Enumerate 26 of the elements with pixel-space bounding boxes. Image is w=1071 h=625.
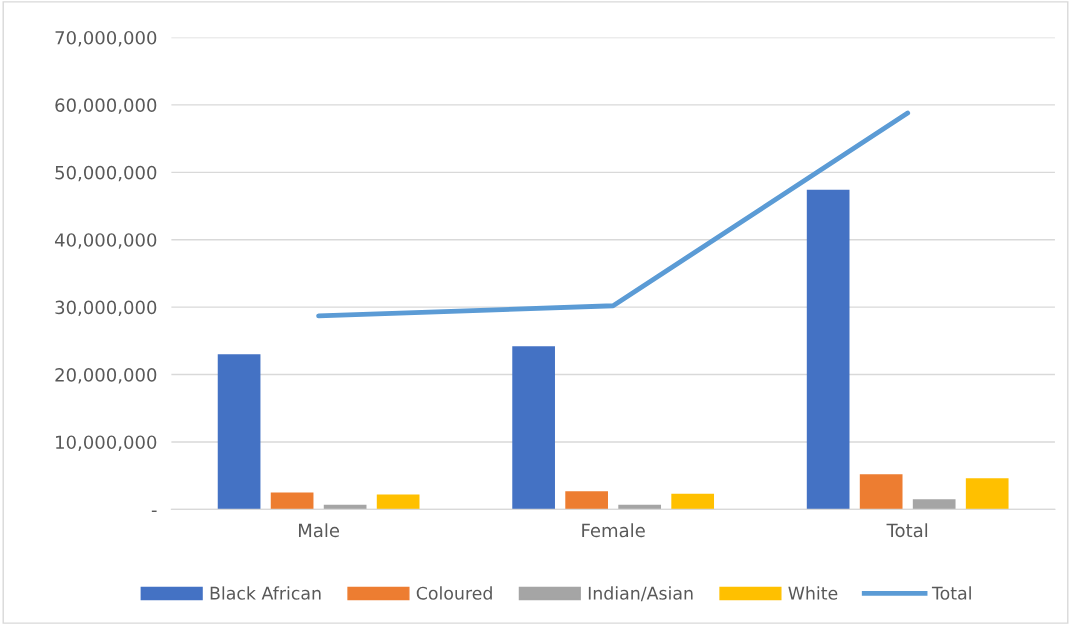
x-tick-label: Female (582, 523, 645, 538)
bar (912, 499, 956, 510)
y-tick-label: 20,000,000 (55, 368, 157, 384)
y-tick-label: - (151, 510, 157, 513)
bar (217, 354, 261, 510)
bar (671, 493, 715, 510)
bar (965, 478, 1009, 510)
x-tick-label: Total (886, 523, 928, 538)
x-tick-label: Male (299, 523, 340, 538)
legend-label: White (788, 586, 838, 600)
bar (512, 346, 555, 510)
y-tick-label: 40,000,000 (54, 233, 157, 249)
legend-label: Coloured (416, 586, 492, 600)
y-tick-label: 60,000,000 (55, 98, 157, 114)
bar (376, 494, 420, 510)
legend-label: Black African (210, 586, 321, 600)
bar (806, 189, 850, 510)
legend-label: Indian/Asian (588, 586, 693, 602)
y-tick-label: 70,000,000 (55, 30, 157, 47)
bar (565, 491, 608, 510)
bar (270, 492, 314, 510)
bar (859, 474, 903, 510)
y-tick-label: 10,000,000 (56, 435, 157, 451)
y-tick-label: 30,000,000 (55, 300, 157, 317)
y-tick-label: 50,000,000 (55, 165, 157, 182)
legend-label: Total (931, 586, 971, 600)
